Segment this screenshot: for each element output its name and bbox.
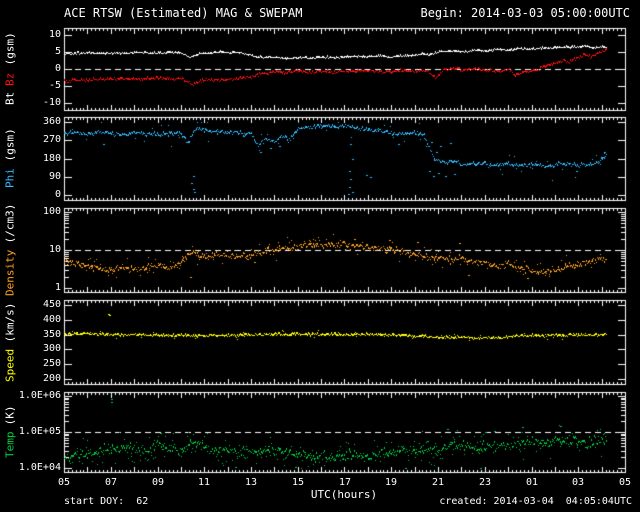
y-tick-label: 1: [54, 282, 61, 293]
y-tick-label: 1.0E+06: [18, 390, 61, 401]
start-doy-text: start DOY: 62: [64, 496, 149, 507]
y-tick-label: 270: [42, 134, 61, 145]
panel-ylabel-mag: Bt Bz (gsm): [2, 28, 18, 110]
y-tick-label: -10: [42, 97, 61, 108]
y-tick-label: 1.0E+05: [18, 426, 61, 437]
x-tick-label: 03: [571, 477, 585, 488]
x-tick-label: 19: [384, 477, 398, 488]
panel-ylabel-part: (K): [3, 405, 17, 432]
y-tick-label: 5: [54, 46, 61, 57]
y-tick-label: 200: [42, 373, 61, 384]
y-tick-label: 90: [48, 171, 61, 182]
x-axis-title: UTC(hours): [310, 488, 378, 501]
y-tick-label: 350: [42, 329, 61, 340]
y-tick-label: 10: [48, 29, 61, 40]
x-tick-label: 21: [431, 477, 445, 488]
begin-timestamp: Begin: 2014-03-03 05:00:00UTC: [420, 6, 630, 20]
x-tick-label: 15: [291, 477, 305, 488]
x-tick-label: 05: [57, 477, 71, 488]
created-timestamp: created: 2014-03-04 04:05:04UTC: [439, 496, 632, 507]
y-tick-label: 300: [42, 343, 61, 354]
y-tick-label: -5: [48, 80, 61, 91]
y-tick-label: 0: [54, 63, 61, 74]
y-tick-label: 10: [48, 244, 61, 255]
x-tick-label: 17: [338, 477, 352, 488]
plot-title: ACE RTSW (Estimated) MAG & SWEPAM: [64, 6, 303, 20]
y-tick-label: 0: [54, 189, 61, 200]
panel-ylabel-speed: Speed (km/s): [2, 300, 18, 384]
x-tick-label: 07: [104, 477, 118, 488]
panel-ylabel-part: Speed: [3, 348, 17, 382]
panel-ylabel-density: Density (/cm3): [2, 204, 18, 297]
y-tick-label: 250: [42, 358, 61, 369]
y-tick-label: 360: [42, 116, 61, 127]
panel-ylabel-part: Density: [3, 250, 17, 297]
panel-ylabel-part: Phi: [3, 168, 17, 189]
y-tick-label: 400: [42, 314, 61, 325]
panel-ylabel-part: Temp: [3, 432, 17, 459]
panel-ylabel-part: (/cm3): [3, 203, 17, 250]
x-tick-label: 23: [478, 477, 492, 488]
y-tick-label: 180: [42, 153, 61, 164]
panel-ylabel-part: Bz: [3, 72, 17, 86]
x-tick-label: 05: [618, 477, 632, 488]
x-tick-label: 09: [151, 477, 165, 488]
panel-ylabel-phi: Phi (gsm): [2, 117, 18, 200]
panel-ylabel-temp: Temp (K): [2, 392, 18, 472]
y-tick-label: 100: [42, 206, 61, 217]
x-tick-label: 11: [197, 477, 211, 488]
panel-ylabel-part: (km/s): [3, 302, 17, 349]
x-tick-label: 13: [244, 477, 258, 488]
panel-ylabel-part: (gsm): [3, 32, 17, 73]
y-tick-label: 1.0E+04: [18, 462, 61, 473]
x-tick-label: 01: [525, 477, 539, 488]
y-tick-label: 450: [42, 299, 61, 310]
panel-ylabel-part: Bt: [3, 85, 17, 106]
panel-ylabel-part: (gsm): [3, 128, 17, 169]
